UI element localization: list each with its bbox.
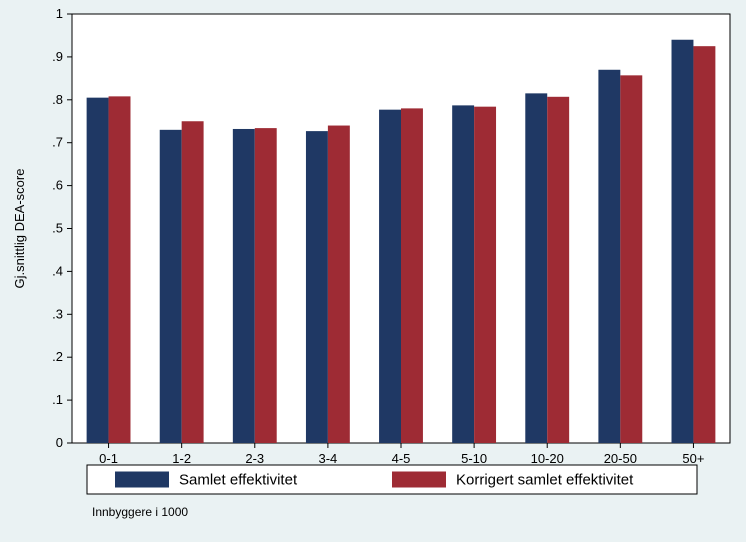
bar xyxy=(672,40,694,443)
ytick-label: .9 xyxy=(52,49,63,64)
bar xyxy=(160,130,182,443)
ytick-label: .1 xyxy=(52,392,63,407)
bar xyxy=(255,128,277,443)
xtick-label: 1-2 xyxy=(172,451,191,466)
ytick-label: .2 xyxy=(52,349,63,364)
ytick-label: .8 xyxy=(52,92,63,107)
xtick-label: 5-10 xyxy=(461,451,487,466)
bar xyxy=(474,107,496,443)
xtick-label: 50+ xyxy=(682,451,704,466)
xtick-label: 2-3 xyxy=(245,451,264,466)
legend-swatch xyxy=(392,472,446,488)
bar xyxy=(87,98,109,443)
legend-label: Korrigert samlet effektivitet xyxy=(456,472,634,489)
bar-chart: 0 .1 .2 .3 .4 .5 .6 .7 .8 .9 1 Gj.snittlig DEA-scor… xyxy=(0,0,746,542)
legend-swatch xyxy=(115,472,169,488)
y-axis-label: Gj.snittlig DEA-score xyxy=(12,169,27,289)
bar xyxy=(233,129,255,443)
ytick-label: .3 xyxy=(52,306,63,321)
ytick-label: 0 xyxy=(56,435,63,450)
ytick-label: .4 xyxy=(52,263,63,278)
bar xyxy=(306,131,328,443)
bar xyxy=(598,70,620,443)
bar xyxy=(379,110,401,443)
bar xyxy=(401,108,423,443)
xtick-label: 20-50 xyxy=(604,451,637,466)
xtick-label: 3-4 xyxy=(318,451,337,466)
xtick-label: 4-5 xyxy=(392,451,411,466)
ytick-label: .6 xyxy=(52,178,63,193)
bar xyxy=(525,93,547,443)
xtick-label: 10-20 xyxy=(531,451,564,466)
ytick-label: 1 xyxy=(56,6,63,21)
bar xyxy=(693,46,715,443)
ytick-label: .7 xyxy=(52,135,63,150)
bar xyxy=(328,126,350,443)
bar xyxy=(547,97,569,443)
bar xyxy=(620,75,642,443)
bar xyxy=(109,96,131,443)
legend-label: Samlet effektivitet xyxy=(179,472,298,489)
bar xyxy=(452,105,474,443)
bar xyxy=(182,121,204,443)
ytick-label: .5 xyxy=(52,221,63,236)
xtick-label: 0-1 xyxy=(99,451,118,466)
footer-note: Innbyggere i 1000 xyxy=(92,505,188,519)
